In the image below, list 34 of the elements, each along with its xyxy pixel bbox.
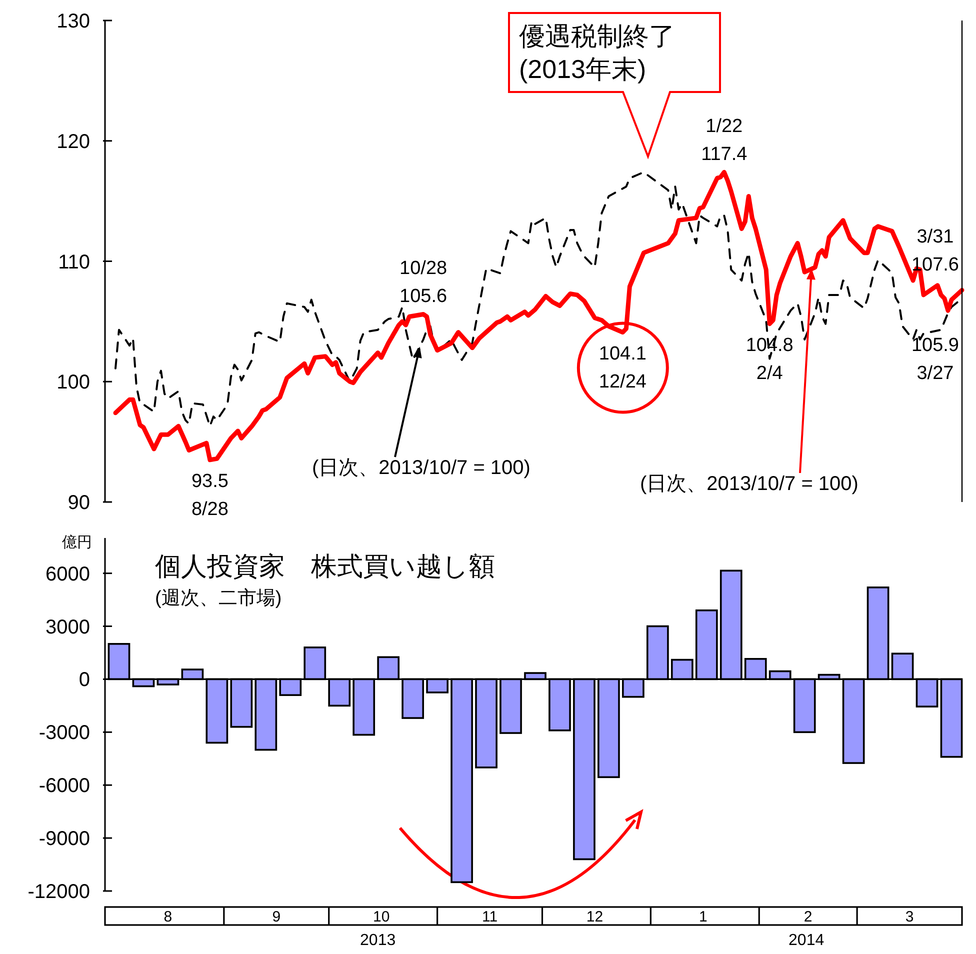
- y-tick-label: -3000: [38, 722, 90, 744]
- y-tick-label: -6000: [38, 775, 90, 798]
- x-tick-label: 10: [372, 908, 390, 926]
- x-tick-label: 12: [586, 908, 604, 926]
- y-tick-label: 0: [78, 669, 90, 692]
- y-tick-label: -12000: [28, 881, 90, 903]
- y-tick-label: 100: [56, 372, 90, 394]
- data-label: 10/28 105.6: [400, 258, 448, 308]
- data-label: 1/22 117.4: [701, 116, 748, 166]
- y-tick-label: 130: [56, 10, 90, 32]
- x-tick-label: 9: [272, 908, 281, 926]
- x-tick-label: 8: [164, 908, 172, 926]
- y-tick-label: 120: [56, 130, 90, 153]
- text: 2014: [788, 932, 824, 949]
- data-label: 104.1 12/24: [598, 343, 647, 392]
- x-tick-label: 1: [698, 908, 708, 926]
- x-tick-label: 2: [804, 908, 812, 926]
- y-tick-label: 3000: [46, 616, 90, 638]
- text: (週次、二市場): [155, 587, 282, 609]
- annotation: 優遇税制終了 (2013年末): [519, 21, 675, 84]
- y-tick-label: 6000: [46, 563, 90, 586]
- x-tick-label: 3: [905, 908, 914, 926]
- annotation: (日次、2013/10/7 = 100): [312, 457, 530, 479]
- y-tick-label: -9000: [38, 828, 90, 850]
- x-tick-label: 11: [482, 908, 498, 926]
- y-tick-label: 90: [68, 492, 90, 514]
- data-label: 93.5 8/28: [191, 470, 228, 520]
- y-tick-label: 110: [58, 251, 90, 274]
- text: 2013: [360, 932, 396, 949]
- data-label: 3/31 107.6: [911, 226, 959, 276]
- text: 個人投資家 株式買い越し額: [155, 551, 495, 581]
- y-axis-title: 億円: [62, 534, 92, 551]
- data-label: 105.9 3/27: [911, 334, 959, 384]
- annotation: (日次、2013/10/7 = 100): [640, 473, 858, 495]
